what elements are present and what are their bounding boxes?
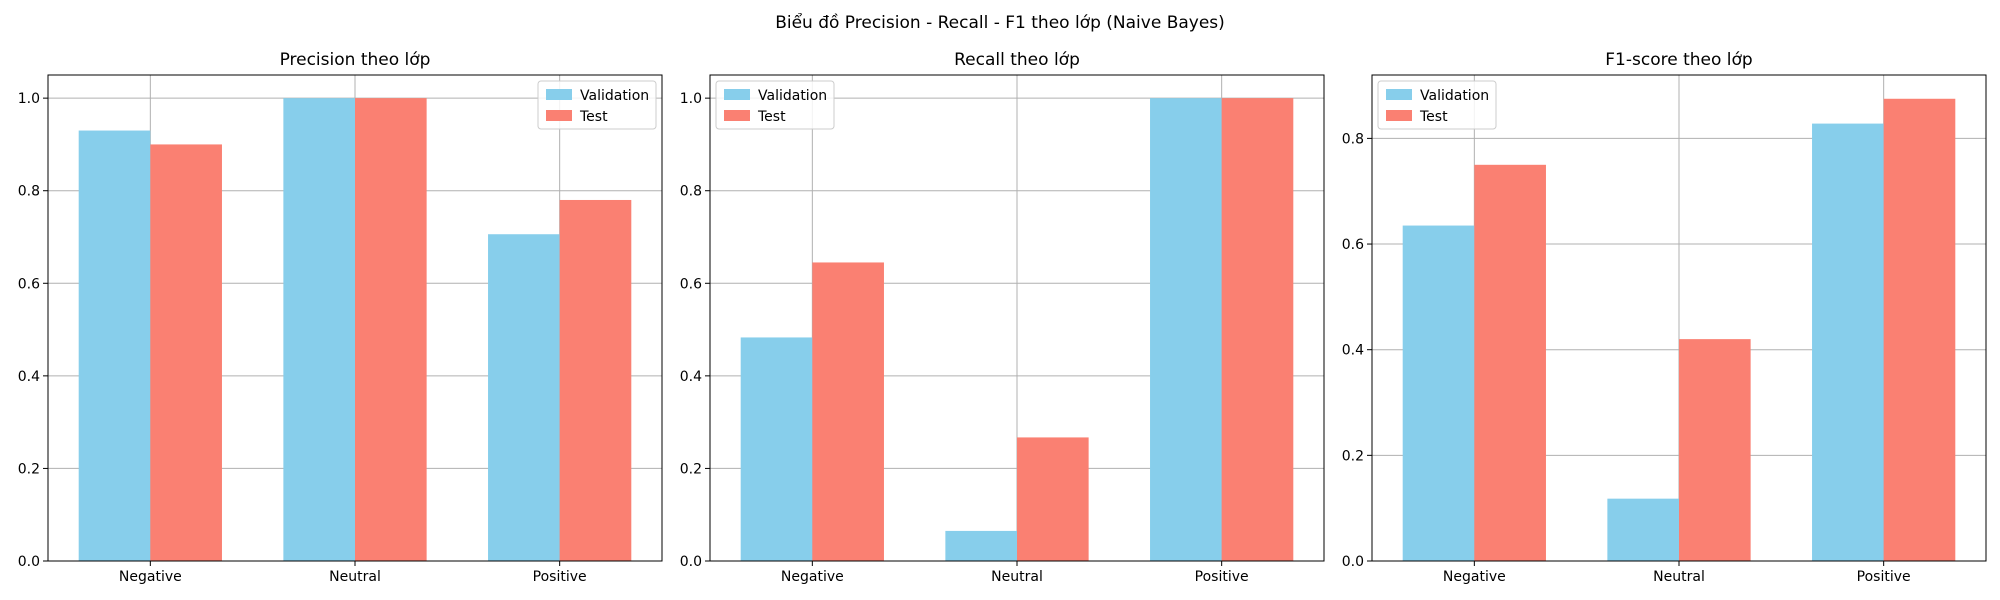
legend-label-test: Test <box>1419 109 1448 125</box>
legend-swatch-validation <box>1386 89 1412 100</box>
bar-test-positive <box>559 199 632 561</box>
y-tick-label: 0.2 <box>1342 448 1364 464</box>
y-tick-label: 0.0 <box>1342 554 1364 570</box>
figure-suptitle: Biểu đồ Precision - Recall - F1 theo lớp… <box>775 12 1225 33</box>
subplot-title: Precision theo lớp <box>280 50 431 70</box>
bar-validation-positive <box>488 234 560 562</box>
legend: Validation Test <box>537 80 657 130</box>
bar-test-neutral <box>1679 339 1751 561</box>
y-tick-label: 0.6 <box>680 276 702 292</box>
y-tick-label: 1.0 <box>680 91 702 107</box>
bars <box>78 98 632 562</box>
legend-swatch-validation <box>724 89 750 100</box>
y-tick-label: 0.0 <box>680 554 702 570</box>
y-tick-label: 0.6 <box>1342 237 1364 253</box>
legend-label-validation: Validation <box>758 88 827 104</box>
x-tick-label: Positive <box>533 569 587 585</box>
y-tick-label: 0.8 <box>1342 131 1364 147</box>
subplot-1: Precision theo lớp 0.0 0.2 0.4 0.6 0.8 1.0 Nega… <box>18 50 663 585</box>
bar-validation-positive <box>1812 123 1884 561</box>
bar-validation-neutral <box>283 98 355 562</box>
bar-validation-neutral <box>945 530 1017 561</box>
bars <box>740 98 1294 562</box>
legend: Validation Test <box>1377 80 1497 130</box>
bar-validation-negative <box>1402 225 1475 561</box>
bar-test-negative <box>1474 164 1546 561</box>
y-tick-label: 0.8 <box>680 184 702 200</box>
y-tick-label: 0.0 <box>18 554 40 570</box>
bar-validation-neutral <box>1607 498 1679 561</box>
y-tick-label: 0.6 <box>18 276 40 292</box>
legend-label-test: Test <box>579 109 608 125</box>
y-tick-label: 0.2 <box>18 461 40 477</box>
subplots: Precision theo lớp 0.0 0.2 0.4 0.6 0.8 1.0 Nega… <box>18 50 1987 585</box>
legend-swatch-test <box>724 110 750 121</box>
x-tick-label: Negative <box>781 569 844 585</box>
bar-test-negative <box>812 262 884 561</box>
subplot-title: Recall theo lớp <box>954 50 1080 70</box>
y-tick-label: 0.2 <box>680 461 702 477</box>
bar-validation-negative <box>78 130 151 562</box>
y-tick-label: 0.8 <box>18 184 40 200</box>
y-tick-label: 0.4 <box>680 369 702 385</box>
legend-label-validation: Validation <box>580 88 649 104</box>
x-tick-label: Negative <box>119 569 182 585</box>
subplot-3: F1-score theo lớp 0.0 0.2 0.4 0.6 0.8 Negative… <box>1342 50 1987 585</box>
x-tick-label: Neutral <box>329 569 381 585</box>
legend-label-test: Test <box>757 109 786 125</box>
bar-test-negative <box>150 144 222 561</box>
x-tick-label: Positive <box>1195 569 1249 585</box>
bar-test-neutral <box>1017 437 1089 561</box>
x-tick-label: Neutral <box>991 569 1043 585</box>
bar-test-neutral <box>355 98 427 562</box>
y-tick-label: 1.0 <box>18 91 40 107</box>
bars <box>1402 98 1956 562</box>
legend-swatch-test <box>1386 110 1412 121</box>
bar-test-positive <box>1883 98 1956 562</box>
y-tick-label: 0.4 <box>18 369 40 385</box>
bar-test-positive <box>1221 98 1294 562</box>
x-tick-label: Positive <box>1857 569 1911 585</box>
legend-label-validation: Validation <box>1420 88 1489 104</box>
x-tick-label: Neutral <box>1653 569 1705 585</box>
legend-swatch-validation <box>546 89 572 100</box>
bar-validation-negative <box>740 337 813 561</box>
subplot-title: F1-score theo lớp <box>1605 50 1752 70</box>
bar-validation-positive <box>1150 98 1222 562</box>
legend-swatch-test <box>546 110 572 121</box>
y-tick-label: 0.4 <box>1342 343 1364 359</box>
subplot-2: Recall theo lớp 0.0 0.2 0.4 0.6 0.8 1.0 Negativ… <box>680 50 1325 585</box>
x-tick-label: Negative <box>1443 569 1506 585</box>
legend: Validation Test <box>715 80 835 130</box>
